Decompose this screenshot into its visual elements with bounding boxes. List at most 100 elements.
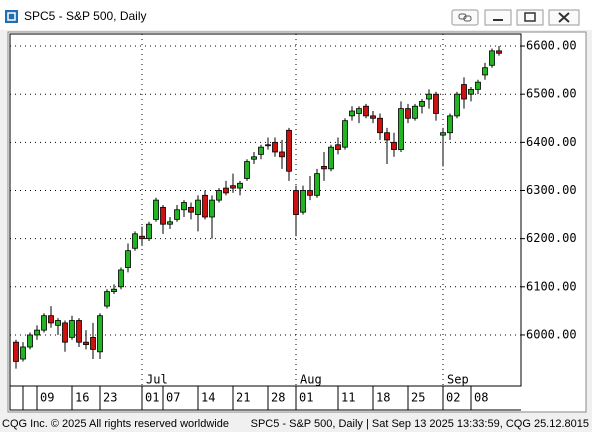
x-tick-label: 07 bbox=[166, 391, 180, 405]
x-tick-label: 18 bbox=[376, 391, 390, 405]
candle-body bbox=[20, 346, 26, 360]
window-title: SPC5 - S&P 500, Daily bbox=[24, 9, 147, 23]
x-tick-label: 23 bbox=[103, 391, 117, 405]
candle-body bbox=[146, 223, 152, 240]
candle-body bbox=[111, 288, 117, 293]
candle-body bbox=[62, 322, 68, 343]
candle-body bbox=[461, 84, 467, 100]
candle-body bbox=[160, 206, 166, 225]
candle-body bbox=[300, 190, 306, 213]
y-tick-label: 6100.00 bbox=[526, 279, 577, 293]
candle-body bbox=[272, 141, 278, 153]
link-icon bbox=[463, 15, 472, 22]
candle-body bbox=[181, 202, 187, 211]
y-tick-label: 6300.00 bbox=[526, 183, 577, 197]
candle-body bbox=[244, 161, 250, 179]
x-tick-label: 08 bbox=[474, 391, 488, 405]
y-tick-label: 6600.00 bbox=[526, 39, 577, 53]
candle-body bbox=[202, 194, 208, 218]
candle-body bbox=[356, 108, 362, 114]
candle-body bbox=[279, 151, 285, 158]
candle-body bbox=[90, 336, 96, 350]
candle-body bbox=[342, 120, 348, 148]
candle-body bbox=[496, 50, 502, 54]
app-icon bbox=[5, 10, 18, 23]
candle-body bbox=[377, 117, 383, 134]
candle-body bbox=[363, 105, 369, 117]
x-tick-label: 02 bbox=[446, 391, 460, 405]
candle-body bbox=[188, 206, 194, 213]
candle-body bbox=[55, 320, 61, 326]
candle-body bbox=[132, 233, 138, 249]
candle-body bbox=[286, 129, 292, 172]
minimize-button[interactable] bbox=[484, 9, 512, 26]
x-tick-label: 21 bbox=[236, 391, 250, 405]
candle-body bbox=[314, 173, 320, 196]
plot-area bbox=[9, 33, 522, 387]
candle-body bbox=[125, 250, 131, 268]
x-tick-label: 14 bbox=[201, 391, 215, 405]
candle-body bbox=[27, 334, 33, 348]
candle-body bbox=[335, 144, 341, 150]
candle-body bbox=[321, 166, 327, 170]
candle-body bbox=[293, 190, 299, 215]
candle-body bbox=[433, 93, 439, 114]
y-tick-label: 6500.00 bbox=[526, 87, 577, 101]
candle-body bbox=[167, 221, 173, 225]
footer-right: SPC5 - S&P 500, Daily | Sat Sep 13 2025 … bbox=[251, 418, 589, 430]
footer-left: CQG Inc. © 2025 All rights reserved worl… bbox=[2, 418, 229, 430]
candle-body bbox=[489, 50, 495, 66]
candle-body bbox=[482, 67, 488, 76]
month-label: Sep bbox=[447, 373, 469, 387]
candle-body bbox=[412, 105, 418, 119]
candle-body bbox=[454, 93, 460, 117]
candle-body bbox=[475, 81, 481, 90]
candle-body bbox=[76, 320, 82, 343]
candle-body bbox=[328, 146, 334, 170]
candle-body bbox=[230, 185, 236, 189]
candle-body bbox=[216, 190, 222, 201]
x-tick-label: 01 bbox=[299, 391, 313, 405]
candle-body bbox=[468, 88, 474, 95]
candle-body bbox=[391, 141, 397, 150]
candle-body bbox=[419, 101, 425, 107]
candle-body bbox=[209, 199, 215, 218]
candle-body bbox=[349, 110, 355, 117]
x-tick-label: 28 bbox=[271, 391, 285, 405]
candle-body bbox=[118, 269, 124, 288]
app-icon-glyph bbox=[7, 12, 16, 21]
month-label: Aug bbox=[300, 373, 322, 387]
maximize-icon bbox=[524, 12, 536, 22]
x-tick-label: 25 bbox=[411, 391, 425, 405]
y-tick-label: 6000.00 bbox=[526, 327, 577, 341]
candle-body bbox=[237, 182, 243, 189]
candle-body bbox=[307, 190, 313, 196]
candle-body bbox=[69, 320, 75, 338]
y-tick-label: 6400.00 bbox=[526, 135, 577, 149]
candle-body bbox=[97, 315, 103, 353]
candle-body bbox=[405, 108, 411, 119]
month-label: Jul bbox=[146, 373, 168, 387]
candle-body bbox=[440, 132, 446, 136]
candle-body bbox=[251, 156, 257, 160]
candle-body bbox=[398, 108, 404, 150]
candle-body bbox=[195, 199, 201, 215]
candle-body bbox=[265, 144, 271, 147]
candle-body bbox=[258, 146, 264, 155]
candle-body bbox=[370, 115, 376, 119]
candle-body bbox=[447, 115, 453, 134]
maximize-button[interactable] bbox=[516, 9, 544, 26]
y-tick-label: 6200.00 bbox=[526, 231, 577, 245]
close-icon bbox=[558, 12, 570, 23]
candle-body bbox=[13, 341, 19, 362]
candle-body bbox=[34, 329, 40, 336]
candle-body bbox=[153, 199, 159, 220]
candle-body bbox=[174, 209, 180, 220]
x-tick-label: 01 bbox=[145, 391, 159, 405]
link-button[interactable] bbox=[451, 9, 479, 26]
candle-body bbox=[83, 341, 89, 345]
scroll-box[interactable] bbox=[9, 385, 24, 411]
x-tick-label: 11 bbox=[341, 391, 355, 405]
candle-body bbox=[48, 315, 54, 324]
